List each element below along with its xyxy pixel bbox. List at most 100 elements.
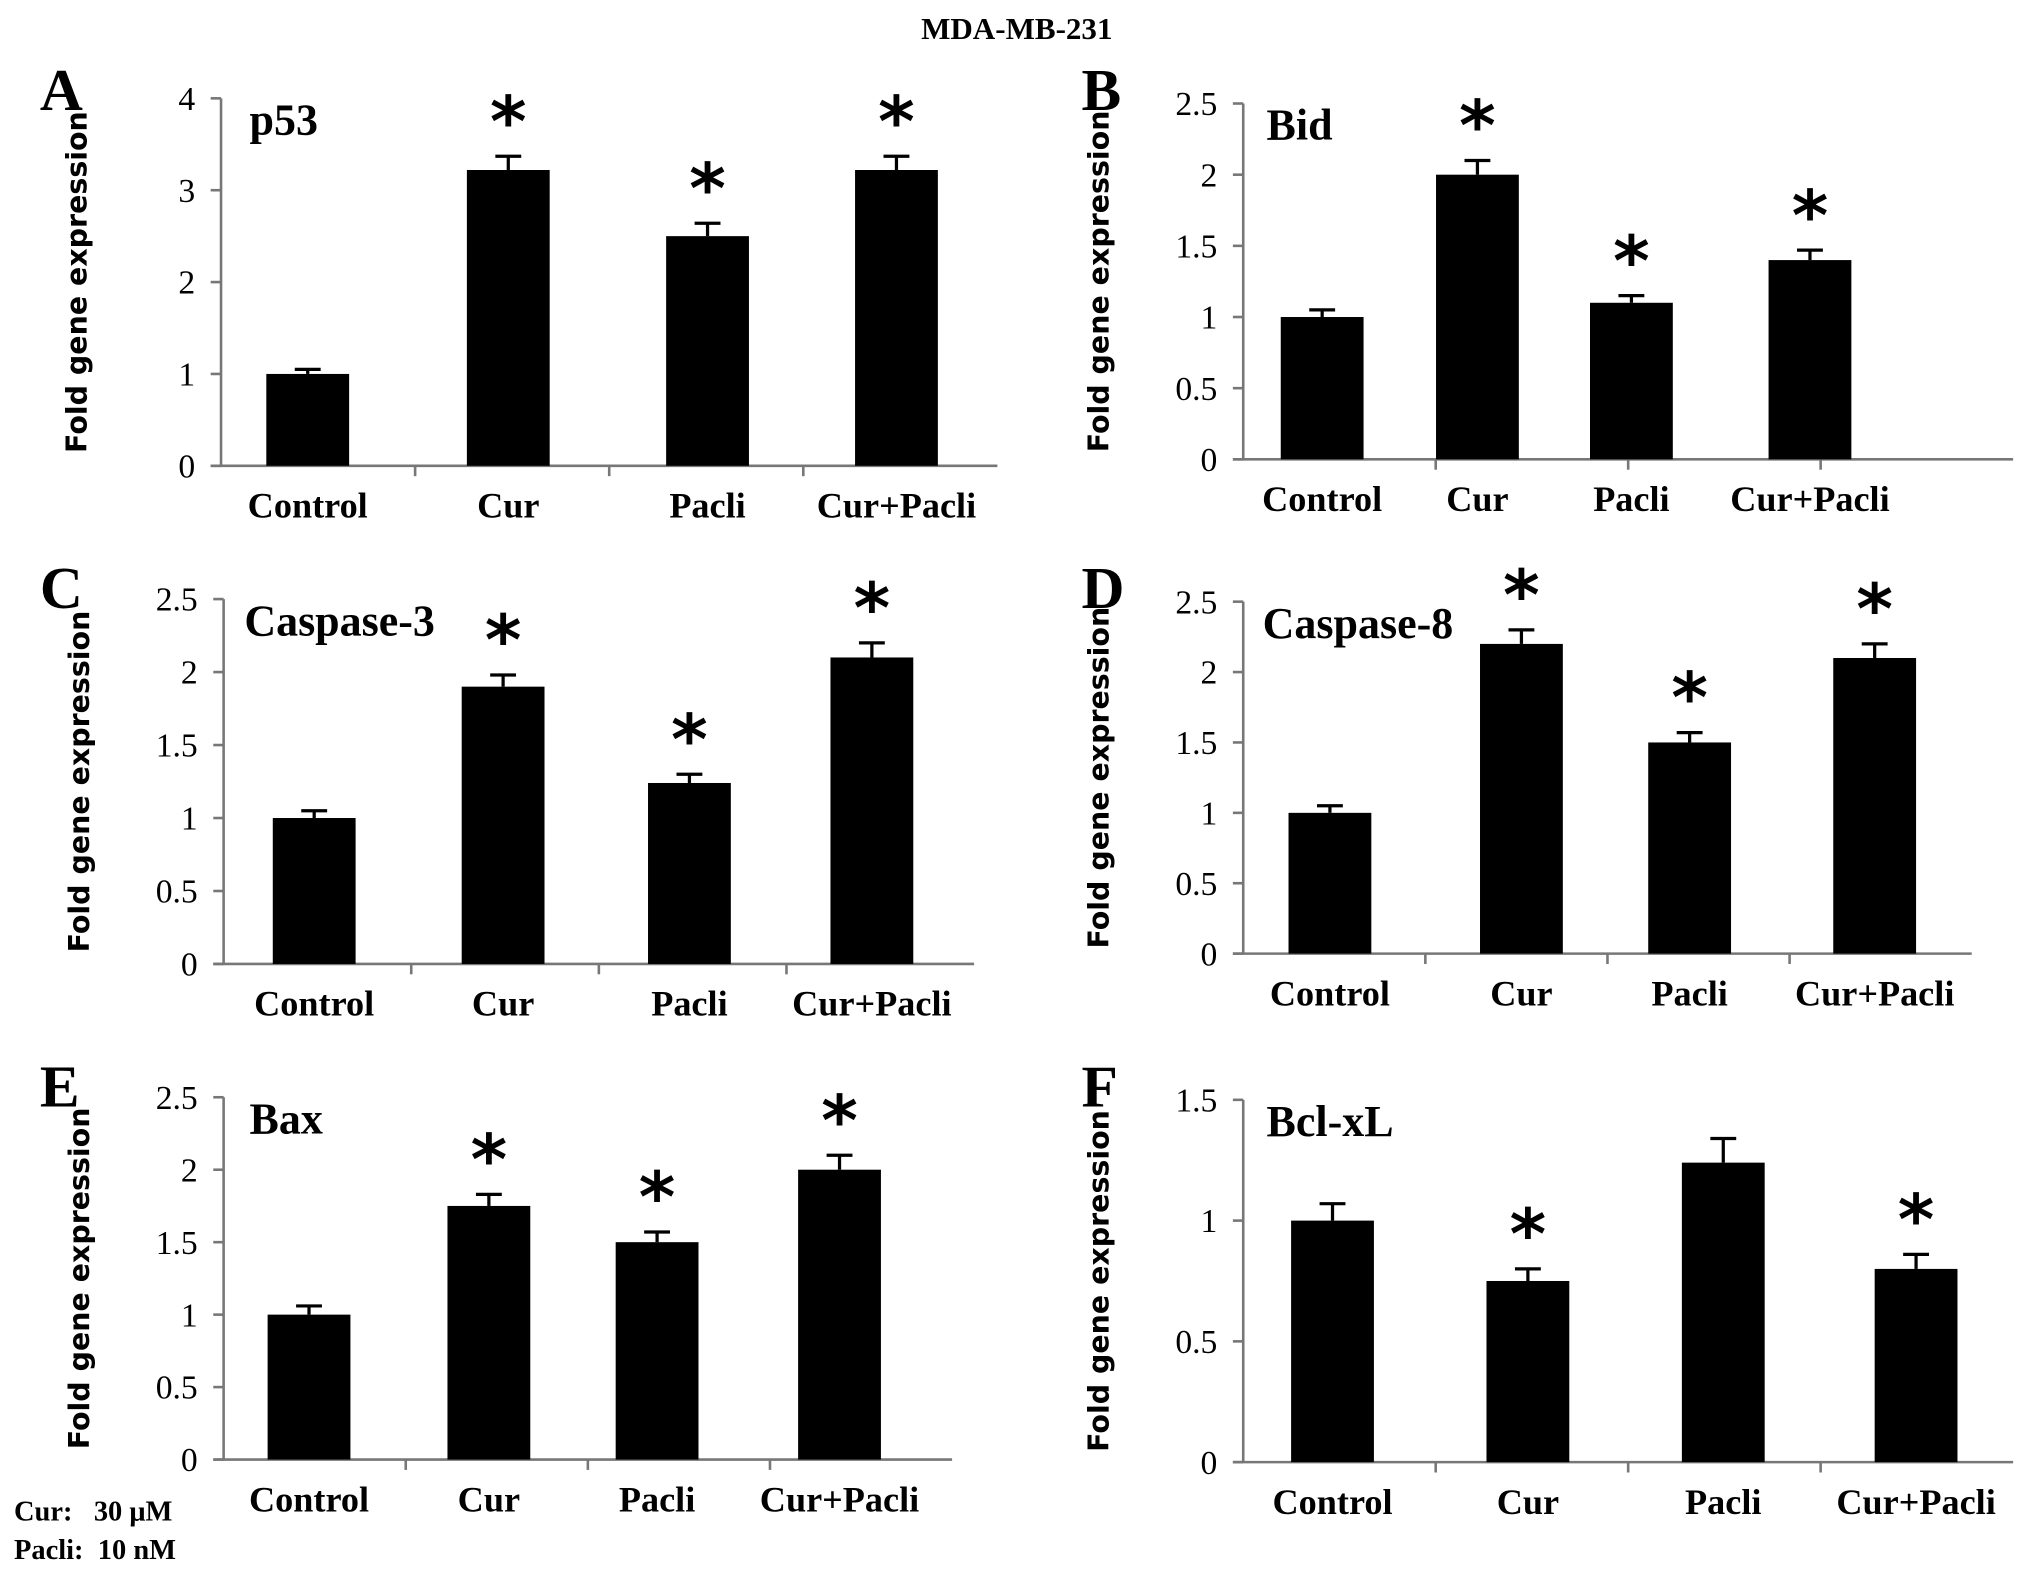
panel-d-ytick-label: 0 (1201, 936, 1218, 973)
panel-e-xlabel-0: Control (249, 1479, 369, 1519)
panel-a-bar-3 (855, 169, 938, 466)
panel-c-xlabel-0: Control (254, 984, 374, 1024)
panel-d-ytick-label: 1.5 (1175, 725, 1217, 762)
panel-d-asterisk-3: * (1856, 570, 1893, 651)
panel-d-bar-2 (1648, 742, 1732, 954)
panel-f-title: Bcl-xL (1267, 1097, 1394, 1146)
panel-d-bar-0 (1288, 812, 1372, 954)
panel-d-ytick-label: 2.5 (1175, 584, 1217, 621)
panel-f-xlabel-2: Pacli (1685, 1482, 1761, 1522)
panel-d-ytick-label: 0.5 (1175, 866, 1217, 903)
panel-c-asterisk-2: * (671, 700, 708, 781)
panel-c-bar-3 (830, 657, 914, 964)
panel-b-ytick-label: 1 (1201, 300, 1218, 337)
panel-b-ylabel: Fold gene expression (1083, 111, 1116, 453)
panel-e-ytick-label: 2 (181, 1152, 198, 1189)
panel-d-xlabel-2: Pacli (1651, 973, 1727, 1013)
panel-e-bar-3 (798, 1169, 881, 1460)
panel-f-ytick-label: 0.5 (1175, 1324, 1217, 1361)
panel-d-asterisk-1: * (1503, 555, 1540, 636)
panel-e-asterisk-2: * (639, 1158, 676, 1239)
panel-b-bar-3 (1768, 260, 1852, 460)
panel-f-asterisk-3: * (1898, 1180, 1935, 1261)
panel-d-letter: D (1081, 555, 1124, 621)
panel-e-asterisk-3: * (821, 1081, 858, 1162)
panel-e-ylabel: Fold gene expression (63, 1108, 96, 1450)
panel-b-ytick-label: 0 (1201, 442, 1218, 479)
panel-a-asterisk-2: * (689, 149, 726, 230)
panel-c-xlabel-2: Pacli (651, 984, 727, 1024)
panel-d-xlabel-0: Control (1270, 973, 1390, 1013)
panel-a-ytick-label: 0 (178, 448, 195, 485)
panel-e-xlabel-3: Cur+Pacli (760, 1479, 919, 1519)
panel-b-bar-2 (1590, 302, 1673, 460)
panel-e-xlabel-2: Pacli (619, 1479, 695, 1519)
footnote-line-2: Pacli: 10 nM (14, 1535, 176, 1566)
panel-f-xlabel-0: Control (1272, 1482, 1392, 1522)
panel-a-asterisk-3: * (878, 82, 915, 163)
panel-c-ytick-label: 0 (181, 947, 198, 984)
panel-b-ytick-label: 1.5 (1175, 228, 1217, 265)
panel-b-xlabel-3: Cur+Pacli (1730, 479, 1889, 519)
panel-c-ytick-label: 2 (181, 655, 198, 692)
panel-b-asterisk-1: * (1459, 86, 1496, 167)
panel-f-asterisk-1: * (1510, 1195, 1547, 1276)
panel-e-ytick-label: 0 (181, 1442, 198, 1479)
panel-f-bar-1 (1486, 1280, 1570, 1463)
panel-d-ytick-label: 1 (1201, 795, 1218, 832)
panel-f-bar-3 (1874, 1268, 1958, 1463)
panel-d-asterisk-2: * (1671, 658, 1708, 739)
panel-d-ylabel: Fold gene expression (1083, 607, 1116, 949)
panel-b-bar-0 (1280, 317, 1364, 460)
panel-c-asterisk-1: * (485, 601, 522, 682)
panel-b-bar-1 (1436, 174, 1519, 460)
footnote-line-1: Cur: 30 μM (14, 1496, 173, 1527)
panel-f-bar-2 (1681, 1162, 1765, 1463)
panel-a-bar-1 (466, 169, 550, 466)
panel-c-letter: C (40, 555, 83, 621)
panel-e-ytick-label: 0.5 (156, 1370, 198, 1407)
panel-e-bar-0 (267, 1314, 351, 1460)
panel-c-ytick-label: 0.5 (156, 874, 198, 911)
panel-c-bar-1 (461, 686, 545, 964)
panel-a-xlabel-1: Cur (477, 486, 539, 526)
panel-e-bar-1 (447, 1205, 531, 1460)
panel-c-ytick-label: 2.5 (156, 582, 198, 619)
panel-a-ytick-label: 1 (178, 357, 195, 394)
panel-c-title: Caspase-3 (244, 596, 435, 645)
panel-c-ytick-label: 1 (181, 801, 198, 838)
panel-b-letter: B (1081, 57, 1121, 123)
panel-e-asterisk-1: * (471, 1120, 508, 1201)
panel-e-title: Bax (249, 1094, 322, 1143)
panel-f-xlabel-1: Cur (1497, 1482, 1559, 1522)
panel-d-bar-3 (1833, 657, 1917, 954)
panel-f-xlabel-3: Cur+Pacli (1836, 1482, 1995, 1522)
panel-b-xlabel-1: Cur (1446, 479, 1508, 519)
panel-a-ytick-label: 4 (178, 81, 195, 118)
panel-f-ylabel: Fold gene expression (1083, 1110, 1116, 1452)
panel-a-letter: A (40, 57, 83, 123)
panel-a-title: p53 (249, 96, 317, 145)
panel-b-ytick-label: 0.5 (1175, 371, 1217, 408)
panel-a-ylabel: Fold gene expression (60, 111, 93, 453)
panel-c-ylabel: Fold gene expression (63, 611, 96, 953)
panel-d-xlabel-1: Cur (1490, 973, 1552, 1013)
panel-e-ytick-label: 1 (181, 1297, 198, 1334)
panel-c-xlabel-3: Cur+Pacli (792, 984, 951, 1024)
panel-f-ytick-label: 1 (1201, 1203, 1218, 1240)
panel-f-ytick-label: 0 (1201, 1445, 1218, 1482)
panel-f-ytick-label: 1.5 (1175, 1082, 1217, 1119)
panel-e-ytick-label: 1.5 (156, 1225, 198, 1262)
panel-b-title: Bid (1267, 101, 1333, 150)
panel-b-asterisk-2: * (1613, 221, 1650, 302)
panel-a-ytick-label: 2 (178, 265, 195, 302)
panel-d-xlabel-3: Cur+Pacli (1795, 973, 1954, 1013)
panel-a-bar-0 (266, 373, 350, 466)
panel-c-xlabel-1: Cur (472, 984, 534, 1024)
panel-e-bar-2 (615, 1242, 699, 1460)
panel-c-bar-2 (648, 782, 731, 964)
panel-e-xlabel-1: Cur (458, 1479, 520, 1519)
panel-c-asterisk-3: * (854, 569, 891, 650)
panel-d-bar-1 (1480, 643, 1563, 954)
